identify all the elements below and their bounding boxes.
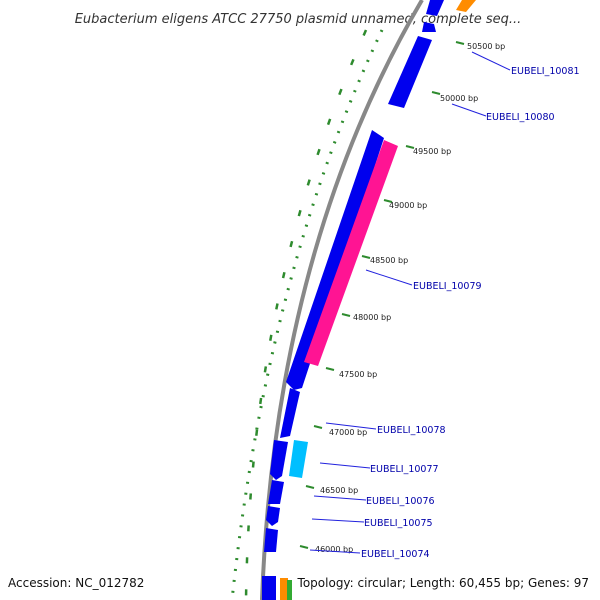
feature-green[interactable] [287, 580, 292, 600]
gene-label[interactable]: EUBELI_10079 [413, 281, 482, 292]
gene-label[interactable]: EUBELI_10080 [486, 112, 555, 123]
tick-label: 49000 bp [389, 201, 427, 210]
tick-label: 50000 bp [440, 94, 478, 103]
gene-label[interactable]: EUBELI_10081 [511, 66, 580, 77]
backbone-arc [260, 0, 424, 600]
tick-label: 48000 bp [353, 313, 391, 322]
feature-orange[interactable] [456, 0, 476, 12]
gene-label[interactable]: EUBELI_10074 [361, 549, 430, 560]
gene-label-lines [309, 51, 511, 554]
accession-text: Accession: NC_012782 [8, 576, 144, 590]
feature-orange[interactable] [280, 578, 288, 600]
tick-label: 48500 bp [370, 256, 408, 265]
map-title: Eubacterium eligens ATCC 27750 plasmid u… [75, 12, 522, 27]
cds-forward[interactable] [266, 506, 280, 526]
tick-label: 46000 bp [315, 545, 353, 554]
gc-outer-dots [230, 29, 384, 600]
cds-forward[interactable] [388, 36, 432, 108]
gene-label[interactable]: EUBELI_10077 [370, 464, 439, 475]
cds-forward[interactable] [426, 0, 444, 16]
tick-label: 50500 bp [467, 42, 505, 51]
cds-forward[interactable] [422, 22, 436, 32]
cds-forward[interactable] [270, 440, 288, 480]
cds-other[interactable] [289, 440, 308, 478]
summary-text: Topology: circular; Length: 60,455 bp; G… [297, 576, 589, 590]
forward-cds-track [262, 0, 444, 600]
gene-label[interactable]: EUBELI_10075 [364, 518, 433, 529]
gene-label[interactable]: EUBELI_10078 [377, 425, 446, 436]
tick-marks [299, 41, 465, 549]
gene-label[interactable]: EUBELI_10076 [366, 496, 435, 507]
cds-forward[interactable] [280, 388, 300, 438]
cds-forward[interactable] [268, 480, 284, 504]
tick-label: 47000 bp [329, 428, 367, 437]
tick-label: 46500 bp [320, 486, 358, 495]
cds-forward[interactable] [264, 528, 278, 552]
tick-label: 49500 bp [413, 147, 451, 156]
cds-reverse[interactable] [304, 140, 398, 366]
cds-forward[interactable] [286, 130, 384, 390]
cds-forward[interactable] [262, 576, 276, 600]
tick-label: 47500 bp [339, 370, 377, 379]
